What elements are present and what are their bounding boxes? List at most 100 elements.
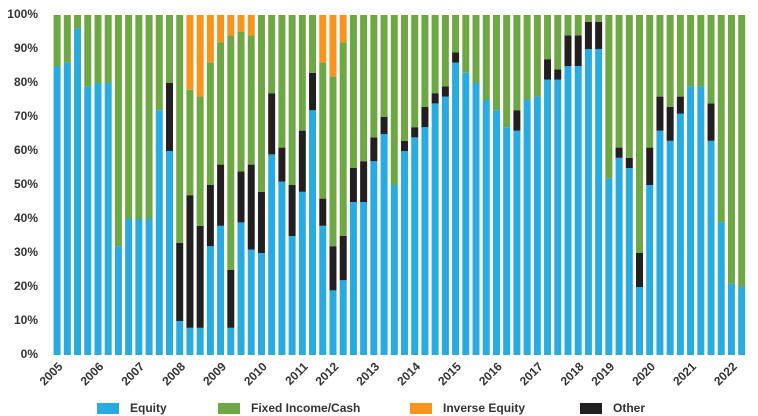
legend-swatch bbox=[218, 403, 240, 414]
bar-segment bbox=[319, 62, 327, 199]
bar-segment bbox=[595, 21, 603, 49]
bar-segment bbox=[697, 86, 705, 356]
bar-segment bbox=[125, 15, 133, 219]
bar-segment bbox=[605, 178, 613, 355]
bar-segment bbox=[339, 236, 347, 281]
bar-segment bbox=[227, 15, 235, 36]
x-tick-label: 2020 bbox=[629, 359, 658, 388]
bar-segment bbox=[329, 15, 337, 77]
y-tick-label: 60% bbox=[14, 143, 38, 157]
x-tick-label: 2012 bbox=[313, 359, 342, 388]
bar-segment bbox=[247, 164, 255, 250]
bar-segment bbox=[707, 15, 715, 104]
bar-segment bbox=[339, 280, 347, 355]
bar-segment bbox=[676, 15, 684, 97]
bar-segment bbox=[625, 15, 633, 158]
bar-segment bbox=[666, 15, 674, 107]
bar-segment bbox=[135, 219, 143, 355]
bar-segment bbox=[349, 15, 357, 168]
bar-segment bbox=[186, 89, 194, 196]
x-tick-label: 2011 bbox=[282, 359, 311, 388]
bar-segment bbox=[186, 195, 194, 328]
y-tick-label: 10% bbox=[14, 313, 38, 327]
bar-segment bbox=[574, 15, 582, 36]
bar-segment bbox=[574, 66, 582, 355]
bar-segment bbox=[727, 283, 735, 355]
bar-segment bbox=[278, 147, 286, 182]
bar-segment bbox=[278, 15, 286, 148]
bar-segment bbox=[104, 83, 112, 355]
bar-segment bbox=[145, 219, 153, 355]
bar-segment bbox=[84, 86, 92, 356]
bar-segment bbox=[554, 69, 562, 80]
bar-segment bbox=[319, 15, 327, 63]
bar-segment bbox=[206, 246, 214, 355]
legend-label: Equity bbox=[130, 401, 167, 415]
bar-segment bbox=[431, 15, 439, 94]
legend-label: Other bbox=[613, 401, 645, 415]
bar-segment bbox=[329, 76, 337, 247]
bar-segment bbox=[298, 191, 306, 355]
bar-segment bbox=[554, 15, 562, 70]
bar-segment bbox=[605, 15, 613, 179]
bar-segment bbox=[625, 168, 633, 355]
y-tick-label: 100% bbox=[7, 7, 38, 21]
bar-segment bbox=[206, 185, 214, 247]
bar-segment bbox=[63, 15, 71, 63]
bar-segment bbox=[390, 15, 398, 185]
bar-segment bbox=[380, 117, 388, 134]
bar-segment bbox=[114, 15, 122, 247]
bar-segment bbox=[421, 15, 429, 107]
bar-segment bbox=[441, 15, 449, 87]
x-tick-label: 2016 bbox=[476, 359, 505, 388]
bar-segment bbox=[666, 106, 674, 141]
bar-segment bbox=[503, 127, 511, 355]
bar-segment bbox=[717, 222, 725, 355]
x-tick-label: 2022 bbox=[711, 359, 740, 388]
bar-segment bbox=[676, 96, 684, 114]
bar-segment bbox=[636, 287, 643, 355]
bar-segment bbox=[257, 191, 265, 253]
bar-segment bbox=[53, 15, 61, 66]
x-tick-label: 2007 bbox=[118, 359, 147, 388]
x-tick-label: 2008 bbox=[159, 359, 188, 388]
bar-segment bbox=[298, 15, 306, 131]
bar-segment bbox=[544, 15, 552, 60]
legend-label: Inverse Equity bbox=[443, 401, 525, 415]
bar-segment bbox=[349, 202, 357, 355]
bar-segment bbox=[176, 321, 184, 355]
bar-segment bbox=[166, 15, 173, 83]
bar-segment bbox=[125, 219, 133, 355]
bar-segment bbox=[656, 96, 664, 131]
bar-segment bbox=[155, 110, 163, 355]
bar-segment bbox=[329, 290, 337, 355]
bar-segment bbox=[288, 236, 296, 355]
bar-segment bbox=[145, 15, 153, 219]
bar-segment bbox=[697, 15, 705, 87]
bar-segment bbox=[656, 15, 664, 97]
bar-segment bbox=[166, 151, 173, 355]
bar-segment bbox=[574, 35, 582, 66]
bar-segment bbox=[646, 15, 654, 148]
bar-segment bbox=[615, 157, 623, 355]
bar-segment bbox=[237, 32, 245, 172]
bar-segment bbox=[472, 83, 480, 355]
bar-segment bbox=[564, 35, 572, 66]
bar-segment bbox=[554, 79, 562, 355]
bar-segment bbox=[544, 59, 552, 80]
bar-segment bbox=[564, 66, 572, 355]
bar-segment bbox=[278, 181, 286, 355]
x-tick-label: 2014 bbox=[394, 359, 423, 388]
y-tick-label: 80% bbox=[14, 75, 38, 89]
bar-segment bbox=[584, 15, 592, 22]
bar-segment bbox=[523, 100, 531, 355]
bar-segment bbox=[104, 15, 112, 83]
bar-segment bbox=[492, 15, 500, 111]
bar-segment bbox=[319, 225, 327, 355]
legend-swatch bbox=[580, 403, 602, 414]
bar-segment bbox=[114, 246, 122, 355]
x-tick-label: 2019 bbox=[588, 359, 617, 388]
bar-segment bbox=[411, 137, 419, 355]
bar-segment bbox=[595, 15, 603, 22]
